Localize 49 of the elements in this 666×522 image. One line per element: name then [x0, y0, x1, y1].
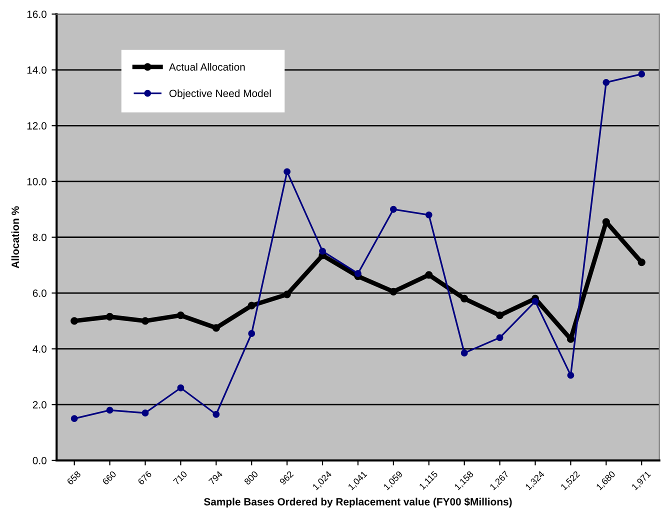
y-tick-label: 4.0	[32, 345, 46, 353]
point	[567, 372, 574, 379]
x-axis-title: Sample Bases Ordered by Replacement value (FY00 $Millions)	[204, 498, 512, 508]
point	[602, 78, 610, 86]
point	[70, 317, 78, 325]
x-tick-label: 794	[208, 470, 224, 486]
point	[248, 302, 256, 310]
point	[390, 288, 398, 296]
point	[141, 317, 150, 325]
legend-label: Actual Allocation	[168, 63, 245, 71]
y-tick-label: 14.0	[27, 66, 46, 74]
point	[390, 206, 397, 213]
point	[212, 410, 220, 418]
x-tick-label: 800	[244, 470, 258, 486]
point	[248, 330, 256, 337]
point	[177, 384, 184, 392]
y-tick-label: 0.0	[32, 456, 46, 464]
x-tick-label: 676	[137, 470, 152, 486]
point	[142, 410, 149, 416]
y-tick-label: 12.0	[27, 122, 46, 130]
point	[425, 211, 432, 218]
point	[425, 271, 433, 279]
point	[496, 312, 504, 320]
point	[354, 270, 362, 277]
point	[460, 350, 468, 356]
point	[638, 70, 646, 78]
x-tick-label: 660	[102, 470, 117, 486]
y-tick-label: 2.0	[32, 401, 46, 408]
point	[319, 248, 326, 255]
point	[212, 324, 220, 332]
point	[532, 298, 539, 305]
point	[638, 258, 646, 266]
x-tick-label: 962	[279, 470, 294, 486]
x-tick-label: 710	[172, 470, 188, 486]
point	[176, 312, 185, 320]
point	[106, 312, 114, 321]
point	[283, 290, 291, 298]
y-tick-label: 10.0	[27, 178, 46, 186]
point	[284, 168, 291, 176]
y-axis-title: Allocation %	[11, 206, 19, 268]
point	[70, 415, 78, 422]
y-tick-label: 16.0	[27, 10, 46, 18]
y-tick-label: 6.0	[32, 290, 46, 297]
point	[460, 294, 468, 302]
point	[496, 334, 504, 342]
x-tick-label: 658	[66, 470, 82, 486]
point	[106, 406, 114, 414]
legend-label: Objective Need Model	[169, 89, 271, 100]
y-tick-label: 8.0	[32, 234, 46, 242]
